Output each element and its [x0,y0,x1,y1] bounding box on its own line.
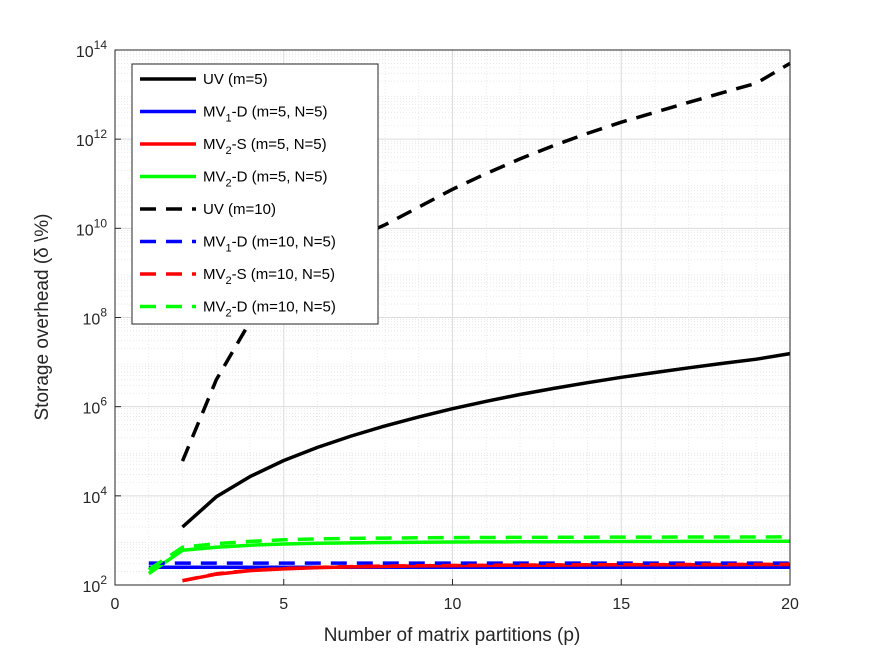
x-tick-label: 5 [279,596,288,613]
y-tick-label: 106 [83,395,108,418]
x-tick-label: 15 [612,596,630,613]
series-line-mv2s-m10 [182,562,791,583]
legend-label-mv2d-m10: MV2-D (m=10, N=5) [203,299,336,320]
y-axis-label: Storage overhead (δ \%) [32,213,53,420]
series-line-mv2d-m10 [147,535,791,572]
legend-label-mv2s-m10: MV2-S (m=10, N=5) [203,266,335,287]
y-tick-label: 108 [83,306,108,329]
legend-label-mv2d-m5: MV2-D (m=5, N=5) [203,169,327,190]
legend-label-mv1d-m10: MV1-D (m=10, N=5) [203,234,336,255]
legend-label-uv-m5: UV (m=5) [203,71,268,88]
x-tick-label: 10 [444,596,462,613]
x-tick-label: 0 [111,596,120,613]
series-line-uv-m5 [181,351,791,529]
y-tick-label: 1014 [76,38,107,61]
x-tick-label: 20 [781,596,799,613]
series-group [147,61,791,583]
x-axis-ticks: 0 5 10 15 20 [111,579,799,613]
series-line-uv-m10 [180,61,791,462]
series-line-mv2d-m5 [147,539,791,576]
x-axis-label: Number of matrix partitions (p) [324,625,581,646]
y-tick-label: 1010 [76,216,107,239]
y-tick-label: 102 [83,573,108,596]
y-tick-label: 104 [83,484,108,507]
legend-label-uv-m10: UV (m=10) [203,201,276,218]
y-axis-ticks: 102 104 106 108 1010 1012 1014 [76,38,121,596]
y-tick-label: 1012 [76,127,107,150]
legend-box [131,63,379,325]
legend-label-mv1d-m5: MV1-D (m=5, N=5) [203,104,327,125]
legend: UV (m=5) MV1-D (m=5, N=5) MV2-S (m=5, N=5)… [131,63,379,325]
legend-label-mv2s-m5: MV2-S (m=5, N=5) [203,136,327,157]
